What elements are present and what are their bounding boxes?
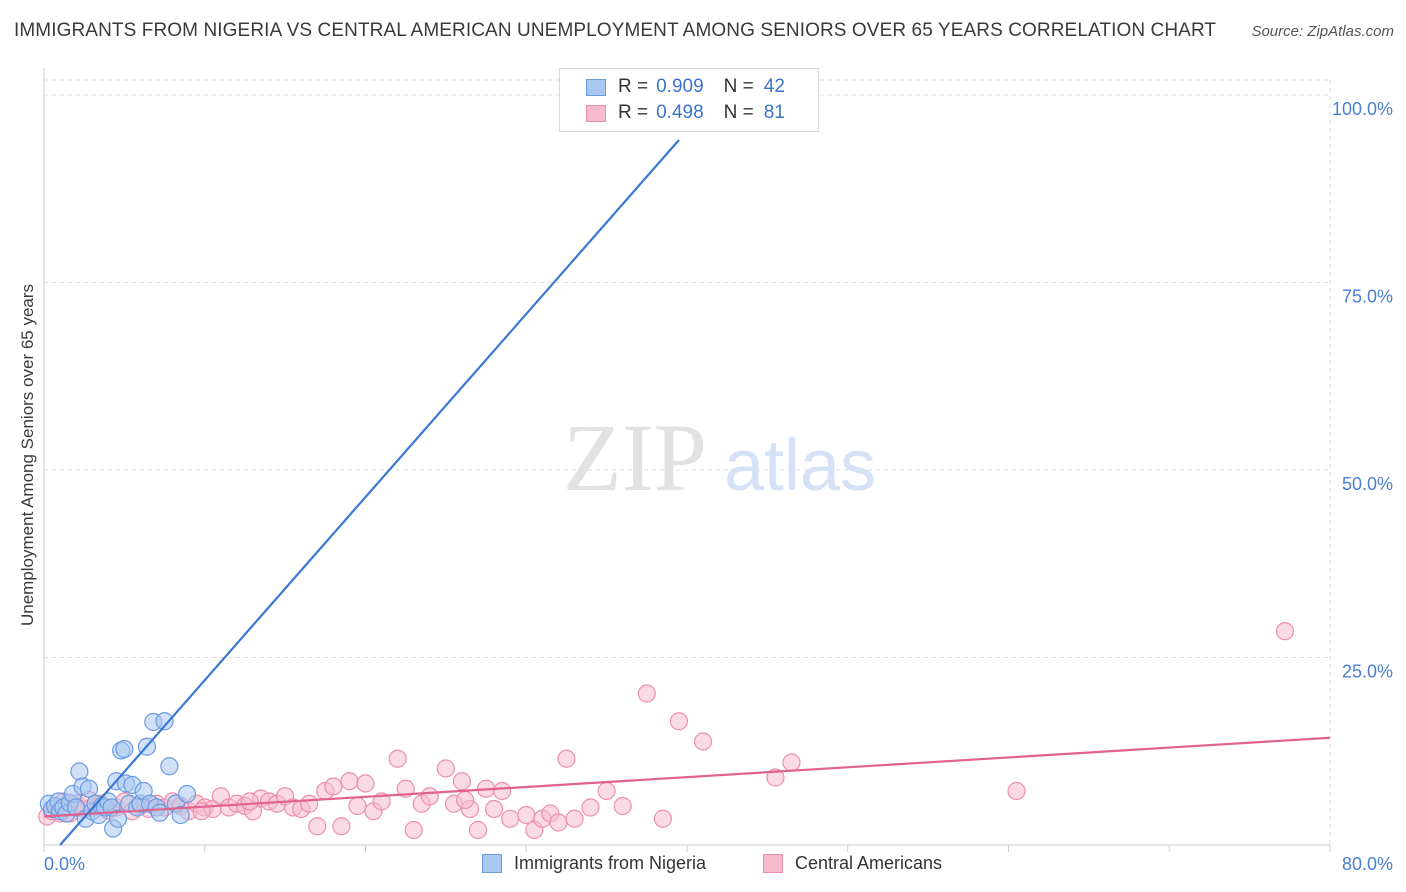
data-point-central-americans	[501, 809, 520, 828]
data-point-central-americans	[549, 813, 568, 832]
data-point-central-americans	[493, 781, 512, 801]
data-point-nigeria	[155, 712, 174, 731]
data-point-central-americans	[557, 749, 576, 768]
data-point-nigeria	[177, 784, 197, 804]
legend-swatch-pink	[763, 854, 783, 873]
data-point-central-americans	[308, 817, 327, 836]
data-point-nigeria	[115, 739, 134, 759]
data-point-central-americans	[372, 792, 391, 811]
legend-swatch-pink	[586, 104, 606, 122]
data-point-central-americans	[1275, 622, 1295, 641]
data-point-central-americans	[669, 712, 689, 731]
y-tick-label: 25.0%	[1342, 662, 1393, 682]
data-point-central-americans	[468, 820, 488, 840]
trend-lines	[43, 139, 1331, 846]
watermark: ZIP atlas	[563, 404, 876, 511]
y-tick-label: 75.0%	[1342, 287, 1393, 307]
legend-r-label: R =	[618, 76, 649, 97]
watermark-atlas: atlas	[724, 426, 876, 506]
data-point-central-americans	[420, 787, 439, 806]
trend-line-central-americans	[43, 736, 1331, 818]
data-point-central-americans	[452, 772, 472, 791]
tick-labels: 25.0% 50.0% 75.0% 100.0% 0.0% 80.0%	[44, 99, 1393, 874]
legend-n-label: N =	[723, 102, 754, 123]
legend-r-value: 0.498	[656, 102, 704, 123]
data-point-central-americans	[597, 781, 616, 801]
x-tick-label-min: 0.0%	[44, 854, 85, 874]
data-point-central-americans	[517, 805, 536, 825]
legend-n-label: N =	[723, 76, 754, 97]
legend-row-nigeria: R = 0.909 N = 42	[586, 75, 785, 99]
data-point-central-americans	[356, 774, 375, 793]
data-point-central-americans	[348, 796, 367, 816]
source-credit: Source: ZipAtlas.com	[1251, 23, 1394, 40]
legend-r-value: 0.909	[656, 76, 704, 97]
data-point-central-americans	[565, 809, 584, 828]
data-point-central-americans	[637, 684, 656, 703]
data-point-central-americans	[485, 799, 504, 819]
y-tick-label: 100.0%	[1332, 99, 1393, 119]
data-point-central-americans	[782, 753, 801, 772]
trend-line-nigeria	[59, 139, 680, 846]
x-tick-label-max: 80.0%	[1342, 854, 1393, 874]
data-point-nigeria	[160, 757, 179, 776]
data-point-central-americans	[404, 820, 423, 840]
data-point-central-americans	[340, 772, 359, 791]
data-point-central-americans	[456, 790, 475, 810]
legend-swatch-blue	[482, 854, 502, 873]
axis-layer	[43, 68, 1331, 852]
correlation-legend: R = 0.909 N = 42 R = 0.498 N = 81	[559, 68, 819, 132]
data-point-central-americans	[581, 798, 600, 817]
chart-title: IMMIGRANTS FROM NIGERIA VS CENTRAL AMERI…	[14, 20, 1217, 41]
data-point-central-americans	[766, 768, 785, 787]
series-nigeria-points	[39, 712, 197, 838]
legend-swatch-blue	[586, 78, 606, 96]
legend-n-value: 42	[763, 76, 785, 97]
y-tick-label: 50.0%	[1342, 474, 1393, 494]
legend-label-central-americans: Central Americans	[795, 853, 943, 873]
legend-row-central-americans: R = 0.498 N = 81	[586, 101, 785, 125]
data-point-central-americans	[693, 732, 713, 751]
legend-item-central-americans[interactable]: Central Americans	[763, 853, 942, 874]
legend-r-label: R =	[618, 102, 649, 123]
data-point-nigeria	[171, 805, 190, 825]
data-point-nigeria	[150, 803, 169, 822]
legend-item-nigeria[interactable]: Immigrants from Nigeria	[482, 853, 706, 874]
data-point-central-americans	[436, 759, 455, 778]
data-point-nigeria	[108, 809, 128, 828]
data-point-central-americans	[324, 777, 343, 796]
data-point-central-americans	[388, 749, 407, 768]
data-point-nigeria	[70, 762, 89, 781]
watermark-zip: ZIP	[563, 404, 707, 511]
y-axis-label: Unemployment Among Seniors over 65 years	[18, 283, 37, 627]
data-point-central-americans	[653, 809, 672, 828]
data-point-central-americans	[192, 802, 211, 821]
data-point-central-americans	[1007, 781, 1026, 801]
legend-label-nigeria: Immigrants from Nigeria	[514, 853, 707, 873]
data-point-central-americans	[332, 817, 351, 836]
data-point-central-americans	[240, 792, 259, 811]
data-point-nigeria	[79, 779, 99, 798]
data-point-central-americans	[613, 796, 632, 816]
data-point-central-americans	[300, 794, 319, 813]
legend-n-value: 81	[763, 102, 785, 123]
